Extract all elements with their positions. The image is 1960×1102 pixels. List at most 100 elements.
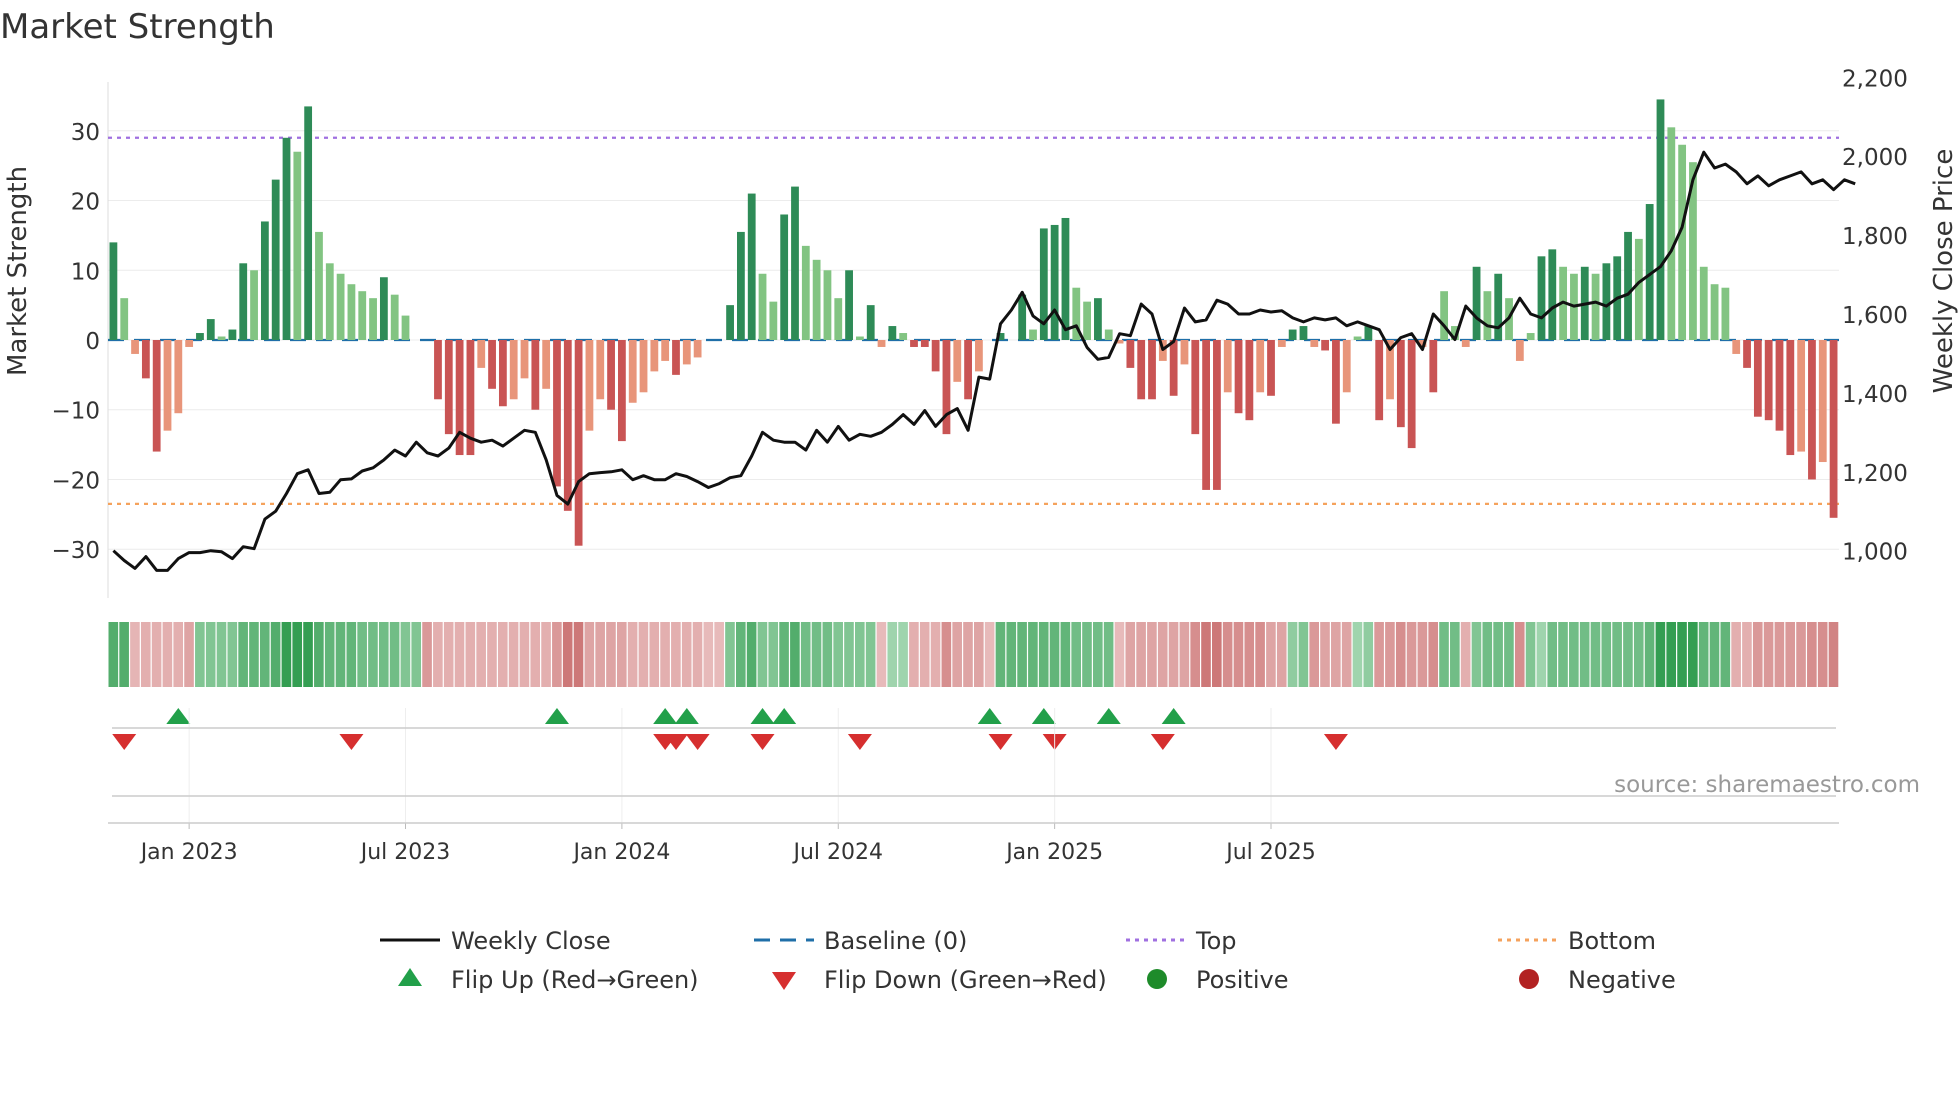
strip-cell: [324, 622, 335, 687]
strip-cell: [1752, 622, 1763, 687]
strip-cell: [259, 622, 270, 687]
strip-cell: [108, 622, 119, 687]
strip-cell: [130, 622, 140, 687]
legend-weekly-close-label: Weekly Close: [451, 927, 611, 955]
strip-cell: [1168, 622, 1179, 687]
negative-bar: [1764, 340, 1773, 421]
strip-cell: [649, 622, 660, 687]
right-tick-label: 2,200: [1842, 66, 1908, 92]
flip-up-marker: [166, 708, 191, 724]
strip-cell: [1287, 622, 1298, 687]
positive-bar: [1104, 329, 1113, 340]
right-axis-title: Weekly Close Price: [1929, 149, 1959, 394]
strip-cell: [1471, 622, 1482, 687]
strip-cell: [757, 622, 768, 687]
left-tick-label: −30: [51, 538, 100, 564]
flip-down-marker: [685, 734, 710, 750]
strip-cell: [876, 622, 887, 687]
strip-cell: [184, 622, 194, 687]
strip-cell: [984, 622, 995, 687]
strip-cell: [833, 622, 843, 687]
legend-baseline-label: Baseline (0): [824, 927, 967, 955]
negative-bar: [531, 340, 540, 410]
strip-cell: [1450, 622, 1460, 687]
strip-cell: [941, 622, 952, 687]
strip-cell: [400, 622, 411, 687]
strip-cell: [573, 622, 584, 687]
positive-bar: [1018, 294, 1027, 340]
positive-bar: [1083, 301, 1091, 340]
negative-bar: [163, 340, 172, 431]
strip-cell: [1460, 622, 1471, 687]
strip-cell: [974, 622, 984, 687]
positive-bar: [1494, 273, 1503, 340]
strip-cell: [1601, 622, 1612, 687]
strip-cell: [1417, 622, 1428, 687]
negative-bar: [1386, 340, 1394, 400]
positive-bar: [888, 326, 897, 340]
strip-cell: [1125, 622, 1136, 687]
legend-flip-down-label: Flip Down (Green→Red): [824, 966, 1107, 994]
strip-cell: [865, 622, 876, 687]
strip-cell: [1698, 622, 1709, 687]
source-note: source: sharemaestro.com: [1614, 772, 1920, 798]
negative-bar: [1137, 340, 1146, 400]
negative-bar: [1213, 340, 1221, 490]
negative-bar: [628, 340, 637, 403]
negative-bar: [942, 340, 951, 435]
negative-bar: [1429, 340, 1438, 393]
positive-bar: [1050, 224, 1059, 340]
strip-cell: [205, 622, 216, 687]
negative-bar: [1169, 340, 1178, 396]
positive-bar: [856, 336, 864, 340]
strip-cell: [443, 622, 454, 687]
strip-cell: [1266, 622, 1276, 687]
positive-bar: [217, 336, 226, 340]
strip-cell: [433, 622, 443, 687]
strip-cell: [1093, 622, 1103, 687]
positive-bar: [228, 329, 237, 340]
strip-cell: [811, 622, 822, 687]
legend: Weekly Close Baseline (0) Top Bottom Fli…: [380, 927, 1676, 994]
flip-up-marker: [1096, 708, 1121, 724]
strip-cell: [746, 622, 757, 687]
strip-cell: [1341, 622, 1352, 687]
strip-cell: [530, 622, 541, 687]
positive-bar: [1721, 287, 1730, 340]
strip-cell: [844, 622, 854, 687]
positive-bar: [726, 305, 734, 340]
strip-cell: [1817, 622, 1828, 687]
negative-bar: [964, 340, 972, 400]
strip-cell: [1569, 622, 1579, 687]
strip-cell: [638, 622, 649, 687]
positive-bar: [390, 294, 399, 340]
strip-cell: [854, 622, 865, 687]
strip-cell: [140, 622, 151, 687]
strip-cell: [681, 622, 692, 687]
strip-cell: [627, 622, 638, 687]
strip-cell: [1006, 622, 1017, 687]
strip-cell: [1428, 622, 1439, 687]
positive-bar: [1602, 263, 1611, 340]
strip-cell: [1363, 622, 1374, 687]
legend-top-label: Top: [1195, 927, 1237, 955]
negative-bar: [1115, 340, 1124, 344]
negative-bar: [693, 340, 702, 358]
negative-bar: [1126, 340, 1135, 368]
right-tick-label: 1,400: [1842, 382, 1908, 408]
strip-cell: [898, 622, 908, 687]
strip-cell: [1731, 622, 1741, 687]
strip-cell: [930, 622, 941, 687]
negative-bar: [498, 340, 507, 407]
strip-cell: [1655, 622, 1666, 687]
positive-bar: [358, 291, 367, 340]
positive-bar: [1634, 238, 1643, 340]
negative-bar: [553, 340, 561, 487]
positive-bar: [1483, 291, 1492, 340]
positive-bar: [845, 270, 853, 340]
strip-cell: [1709, 622, 1720, 687]
negative-bar: [639, 340, 648, 393]
right-tick-label: 1,000: [1842, 540, 1908, 566]
left-tick-label: −20: [51, 468, 100, 494]
